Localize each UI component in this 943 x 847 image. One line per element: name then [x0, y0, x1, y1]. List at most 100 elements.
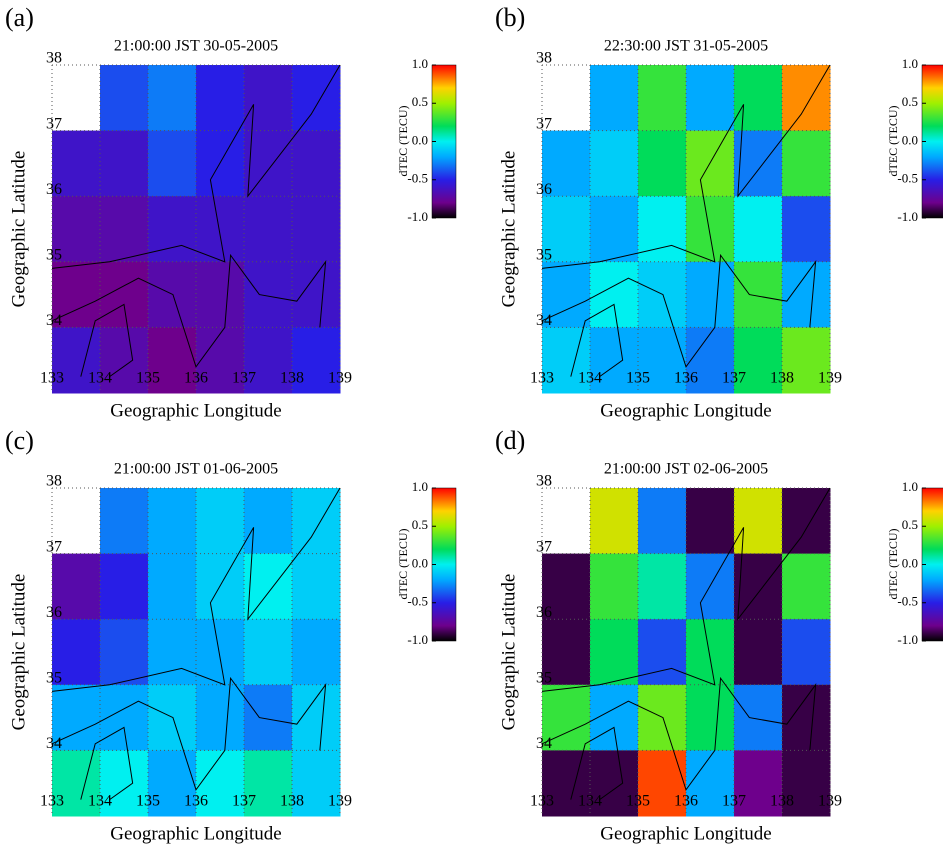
y-tick-label: 37	[536, 115, 552, 132]
x-tick-label: 134	[88, 370, 112, 387]
colorbar-tick-label: -1.0	[407, 632, 428, 647]
y-axis-label: Geographic Latitude	[498, 151, 519, 308]
tec-cell	[292, 327, 341, 394]
x-tick-label: 136	[674, 793, 698, 810]
x-axis-label: Geographic Longitude	[110, 823, 281, 844]
x-tick-label: 139	[818, 793, 842, 810]
tec-cell	[782, 750, 831, 817]
tec-cell	[686, 327, 735, 394]
tec-cell	[590, 619, 639, 686]
x-tick-label: 133	[530, 370, 554, 387]
colorbar-tick-label: -1.0	[897, 209, 918, 224]
y-tick-label: 35	[46, 246, 62, 263]
tec-cell	[244, 65, 293, 132]
panel: (d) 21:00:00 JST 02-06-2005 Geographic Lat…	[495, 426, 943, 844]
tec-cell	[542, 130, 591, 197]
tec-cell	[686, 750, 735, 817]
tec-cell	[148, 261, 197, 328]
tec-cell	[244, 261, 293, 328]
colorbar-tick-label: 0.0	[902, 555, 918, 570]
tec-cell	[52, 196, 101, 263]
colorbar-label: dTEC (TECU)	[886, 106, 900, 177]
coastline	[51, 64, 341, 269]
x-tick-label: 137	[232, 370, 256, 387]
x-tick-label: 133	[40, 370, 64, 387]
tec-cell	[100, 750, 149, 817]
coastline	[541, 487, 831, 692]
y-tick-label: 35	[536, 246, 552, 263]
tec-cell	[638, 261, 687, 328]
x-tick-label: 137	[232, 793, 256, 810]
tec-cell	[686, 130, 735, 197]
tec-cell	[148, 65, 197, 132]
colorbar-tick-label: 0.0	[412, 555, 428, 570]
tec-cell	[638, 130, 687, 197]
tec-cell	[196, 619, 245, 686]
x-axis-label: Geographic Longitude	[110, 400, 281, 421]
tec-cell	[638, 65, 687, 132]
tec-cell	[782, 130, 831, 197]
tec-cell	[292, 65, 341, 132]
chart-title: 21:00:00 JST 01-06-2005	[114, 461, 278, 478]
tec-cell	[196, 750, 245, 817]
tec-cell	[148, 619, 197, 686]
tec-cell	[244, 488, 293, 555]
x-tick-label: 134	[88, 793, 112, 810]
colorbar-tick-label: 1.0	[902, 479, 918, 494]
tec-cell	[52, 553, 101, 620]
colorbar-tick-label: 1.0	[412, 479, 428, 494]
x-tick-label: 139	[328, 370, 352, 387]
tec-cell	[638, 488, 687, 555]
y-tick-label: 36	[46, 181, 62, 198]
y-tick-label: 37	[46, 115, 62, 132]
tec-cell	[734, 488, 783, 555]
x-tick-label: 136	[184, 370, 208, 387]
tec-cell	[782, 488, 831, 555]
tec-cell	[782, 327, 831, 394]
y-tick-label: 38	[536, 473, 552, 490]
panel: (b) 22:30:00 JST 31-05-2005 Geographic Lat…	[495, 3, 943, 421]
tec-cell	[686, 553, 735, 620]
tec-cell	[148, 327, 197, 394]
colorbar-tick-label: 0.0	[412, 132, 428, 147]
tec-cell	[244, 327, 293, 394]
tec-cell	[590, 65, 639, 132]
tec-cell	[100, 553, 149, 620]
tec-cell	[196, 65, 245, 132]
tec-cell	[734, 261, 783, 328]
tec-cell	[196, 553, 245, 620]
tec-cell	[100, 619, 149, 686]
x-axis-label: Geographic Longitude	[600, 400, 771, 421]
tec-cell	[244, 196, 293, 263]
y-tick-label: 36	[536, 181, 552, 198]
tec-cell	[686, 488, 735, 555]
tec-cell	[782, 196, 831, 263]
tec-cell	[686, 684, 735, 751]
y-axis-label: Geographic Latitude	[498, 574, 519, 731]
colorbar-tick-label: 0.5	[412, 94, 428, 109]
coastline	[80, 726, 134, 801]
x-tick-label: 138	[770, 370, 794, 387]
y-tick-label: 38	[46, 473, 62, 490]
panel-label: (d)	[495, 426, 525, 455]
tec-cell	[196, 684, 245, 751]
tec-cell	[542, 619, 591, 686]
tec-cell	[244, 553, 293, 620]
x-tick-label: 136	[184, 793, 208, 810]
tec-cell	[542, 196, 591, 263]
y-tick-label: 38	[536, 50, 552, 67]
tec-cell	[542, 327, 591, 394]
x-tick-label: 139	[818, 370, 842, 387]
x-tick-label: 138	[280, 370, 304, 387]
y-axis-label: Geographic Latitude	[8, 151, 29, 308]
tec-cell	[100, 130, 149, 197]
tec-cell	[292, 553, 341, 620]
colorbar-tick-label: -0.5	[897, 171, 918, 186]
x-tick-label: 136	[674, 370, 698, 387]
tec-cell	[782, 553, 831, 620]
tec-cell	[590, 750, 639, 817]
y-tick-label: 36	[536, 604, 552, 621]
x-tick-label: 134	[578, 793, 602, 810]
y-tick-label: 37	[536, 538, 552, 555]
